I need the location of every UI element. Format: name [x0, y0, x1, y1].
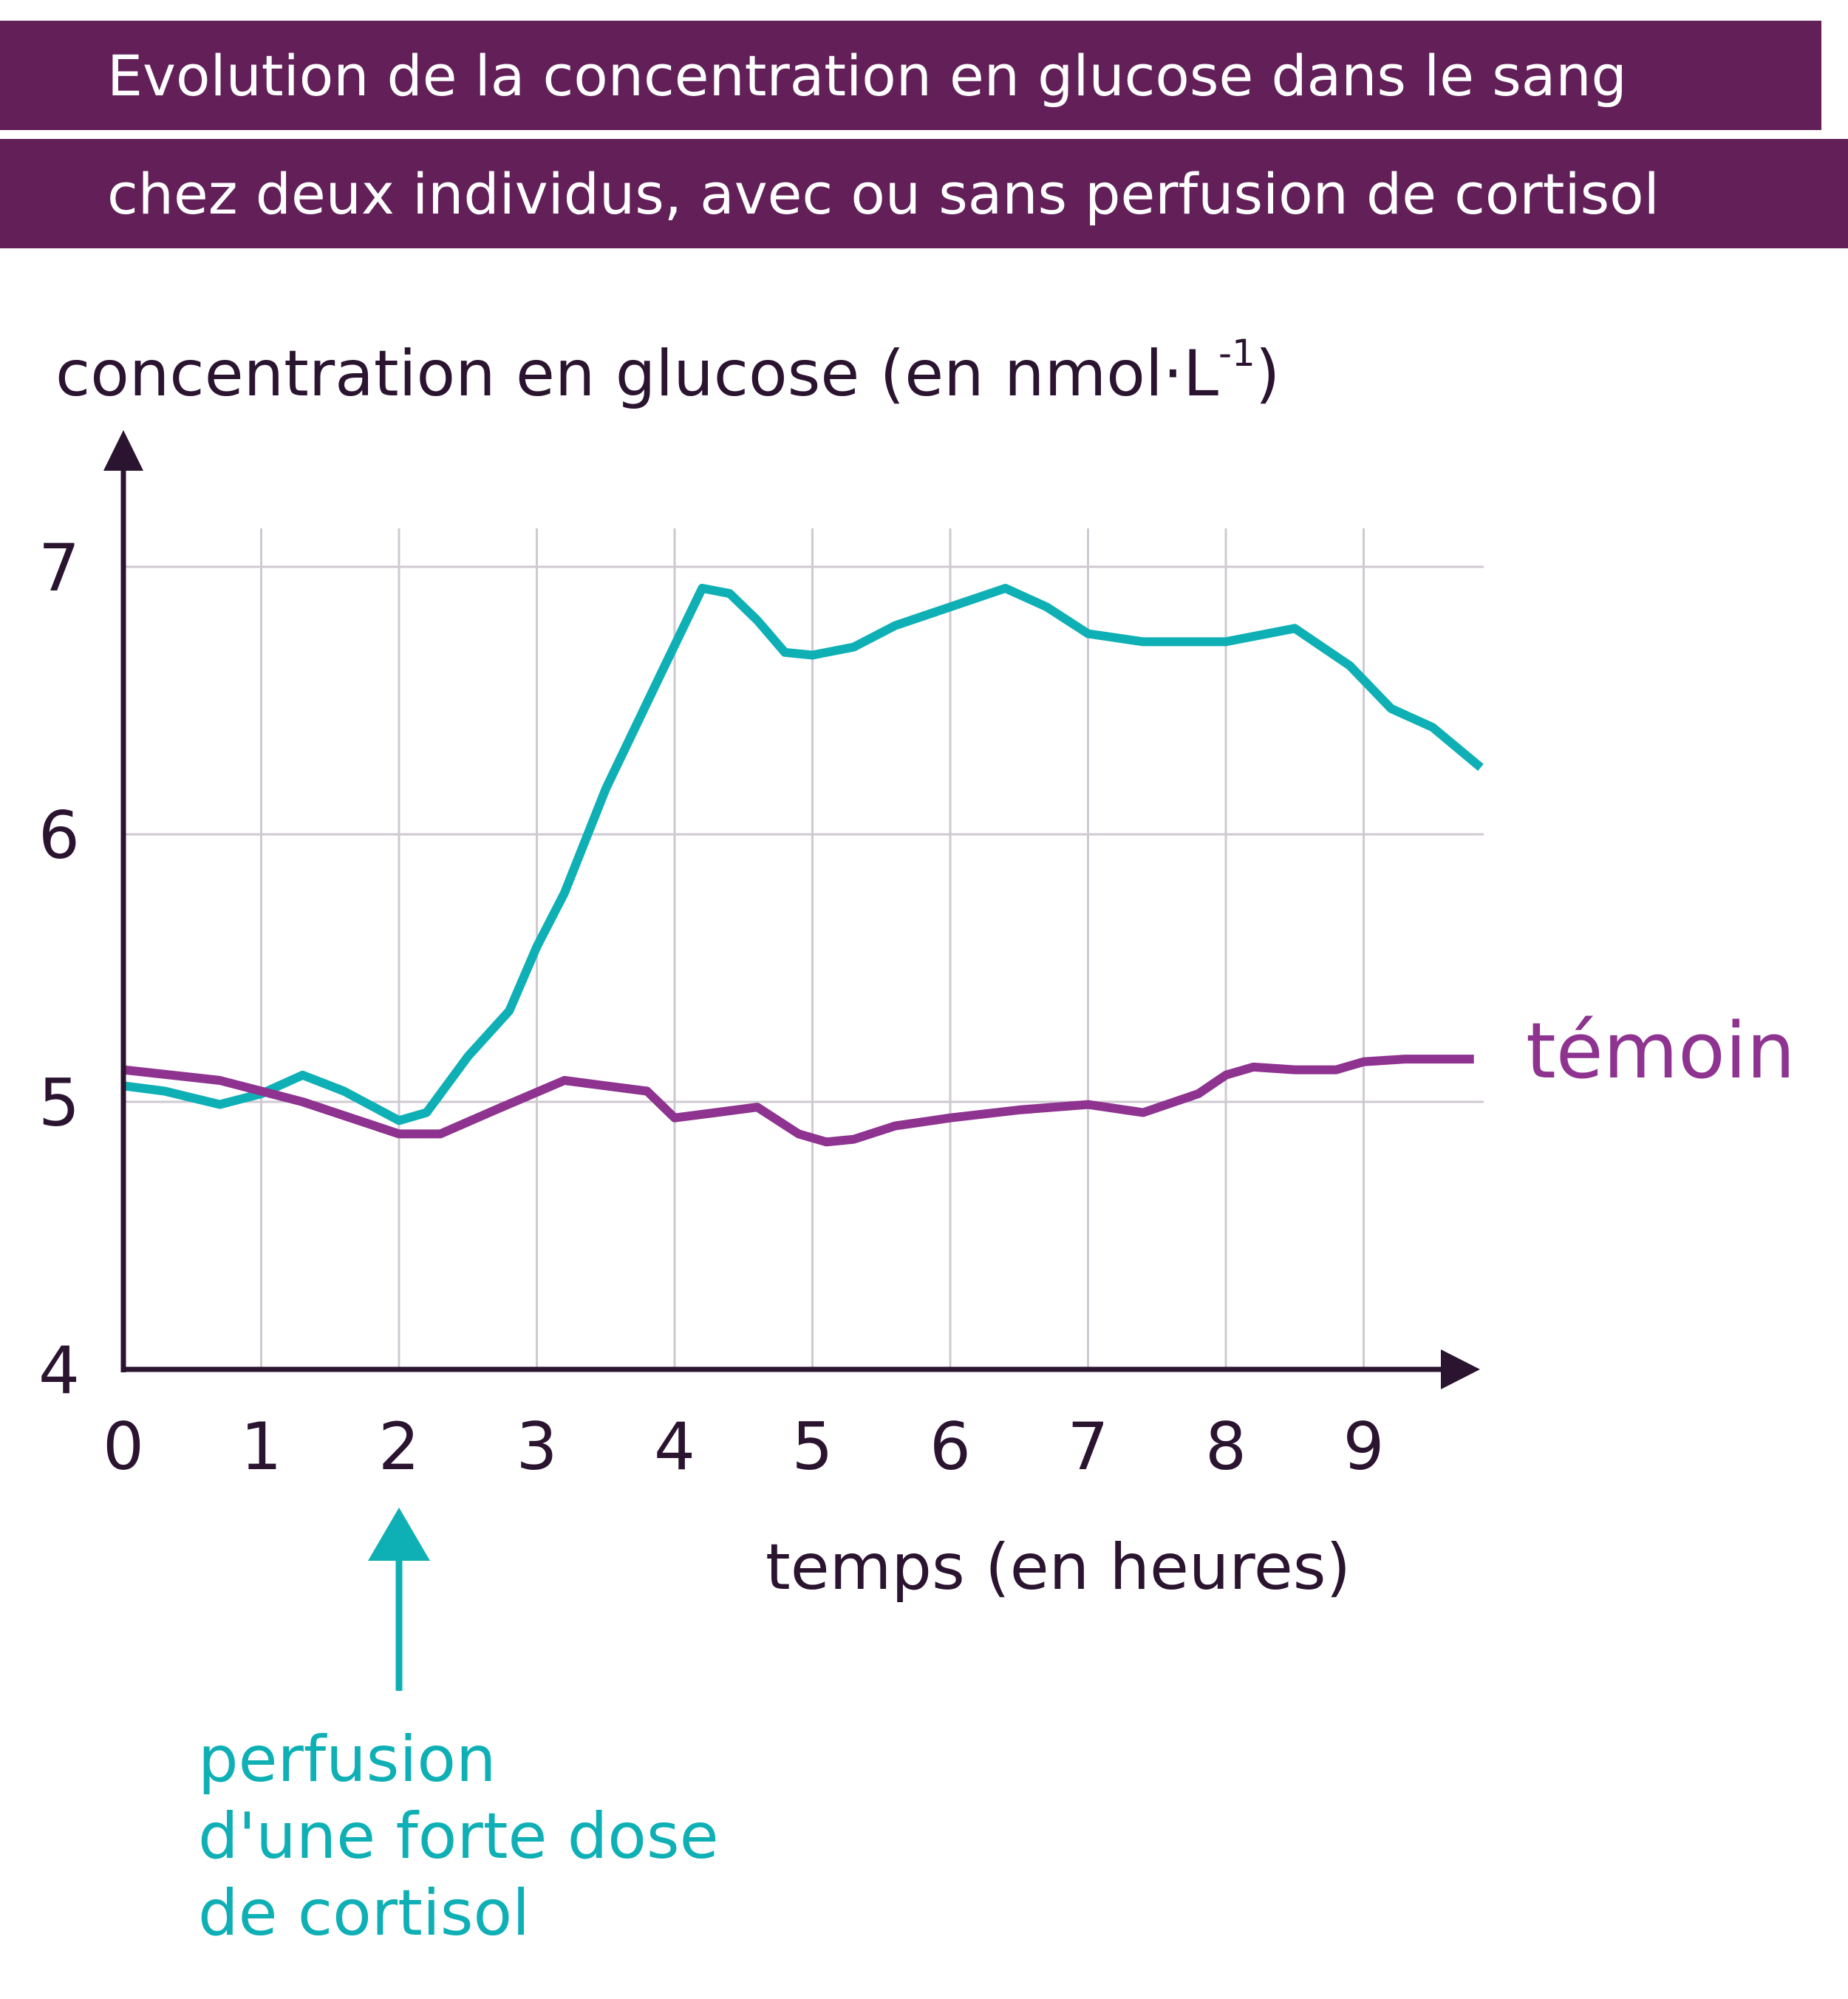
cortisol-label-line: de cortisol — [198, 1876, 530, 1950]
cortisol-label-line: perfusion — [198, 1723, 496, 1797]
x-tick-label: 4 — [654, 1409, 695, 1485]
x-axis-label: temps (en heures) — [766, 1530, 1351, 1604]
cortisol-label-line: d'une forte dose — [198, 1799, 719, 1873]
x-tick-label: 0 — [103, 1409, 144, 1485]
y-tick-label: 4 — [38, 1332, 80, 1409]
x-tick-label: 6 — [930, 1409, 971, 1485]
x-tick-label: 1 — [241, 1409, 282, 1485]
x-tick-label: 5 — [792, 1409, 833, 1485]
x-tick-label: 2 — [378, 1409, 420, 1485]
x-tick-label: 9 — [1343, 1409, 1385, 1485]
y-axis-label-end: ) — [1255, 337, 1281, 411]
y-tick-label: 6 — [38, 797, 80, 874]
perfusion-arrow-head — [368, 1508, 430, 1561]
y-tick-label: 5 — [38, 1065, 80, 1141]
series-cortisol-line — [123, 584, 1484, 1125]
x-tick-label: 3 — [516, 1409, 558, 1485]
title-line-2: chez deux individus, avec ou sans perfus… — [0, 139, 1848, 248]
y-axis-label-superscript: -1 — [1218, 332, 1255, 375]
x-tick-label: 8 — [1205, 1409, 1247, 1485]
temoin-label: témoin — [1526, 1006, 1796, 1096]
title-line-1: Evolution de la concentration en glucose… — [0, 21, 1821, 130]
y-tick-label: 7 — [38, 530, 80, 606]
x-axis-arrowhead — [1441, 1349, 1480, 1389]
y-axis-label-main: concentration en glucose (en nmol·L — [55, 337, 1218, 411]
y-axis-arrowhead — [103, 430, 143, 471]
y-axis-label: concentration en glucose (en nmol·L-1) — [55, 332, 1280, 411]
x-tick-label: 7 — [1068, 1409, 1109, 1485]
series-temoin-line — [123, 1055, 1474, 1147]
